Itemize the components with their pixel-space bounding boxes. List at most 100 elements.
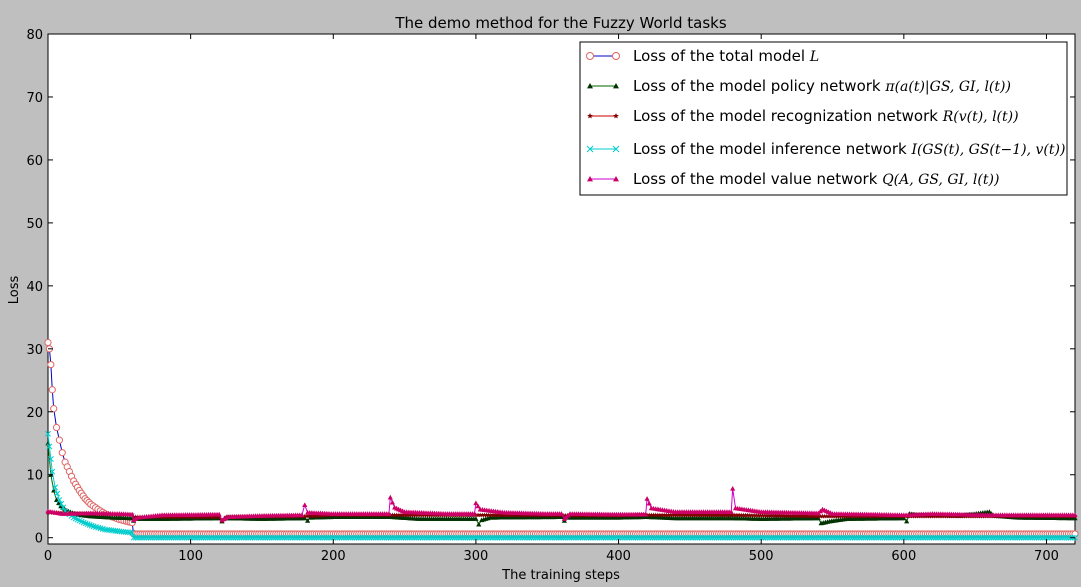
data-point (586, 145, 594, 153)
data-point (268, 534, 275, 541)
data-point (662, 534, 669, 541)
data-point (249, 534, 256, 541)
data-point (494, 534, 501, 541)
data-point (362, 534, 369, 541)
data-point (871, 534, 877, 541)
data-point (143, 534, 150, 541)
data-point (685, 534, 692, 541)
data-point (950, 534, 956, 541)
data-point (1016, 534, 1023, 541)
data-point (839, 534, 846, 541)
data-point (551, 534, 558, 541)
data-point (170, 534, 177, 541)
data-point (630, 534, 637, 541)
data-point (208, 534, 215, 541)
data-point (386, 511, 392, 516)
data-point (134, 534, 141, 541)
data-point (768, 534, 775, 541)
data-point (238, 534, 245, 541)
data-point (673, 534, 679, 541)
data-point (800, 534, 807, 541)
data-point (317, 534, 324, 541)
legend-label-math: Q(A, GS, GI, l(t)) (882, 172, 999, 188)
data-point (986, 534, 993, 541)
data-point (294, 534, 301, 541)
data-point (687, 534, 694, 541)
legend-box (579, 41, 1068, 196)
data-point (592, 534, 599, 541)
data-point (381, 534, 388, 541)
data-point (47, 456, 54, 462)
data-point (722, 534, 728, 541)
data-point (302, 534, 309, 541)
data-point (1001, 534, 1008, 541)
data-point (917, 534, 924, 541)
data-point (611, 534, 618, 541)
data-point (370, 534, 377, 541)
data-point (202, 534, 209, 541)
data-point (473, 500, 479, 506)
data-point (389, 499, 396, 505)
y-axis-label: Loss (7, 276, 22, 305)
data-point (952, 534, 959, 541)
data-point (864, 534, 871, 541)
legend-label-math: L (809, 49, 819, 65)
data-point (602, 534, 609, 541)
data-point (1048, 534, 1055, 541)
y-axis: 0 10 20 30 40 50 60 70 80 (26, 28, 1075, 547)
data-point (717, 534, 724, 541)
data-point (366, 534, 373, 541)
data-point (792, 534, 799, 541)
legend-label-text: Loss of the model recognization network (633, 107, 943, 125)
data-point (409, 534, 416, 541)
data-point (915, 534, 922, 541)
data-point (713, 534, 720, 541)
x-tick-label: 400 (606, 549, 631, 564)
data-point (487, 534, 494, 541)
data-point (404, 534, 411, 541)
data-point (677, 534, 684, 541)
data-point (613, 113, 619, 119)
data-point (1009, 534, 1016, 541)
x-tick-label: 500 (749, 549, 774, 564)
legend-entry-3: Loss of the model recognization network … (587, 107, 1019, 125)
data-point (473, 516, 479, 521)
data-point (1054, 534, 1061, 541)
data-point (340, 534, 347, 541)
data-point (920, 534, 927, 541)
data-point (1063, 534, 1070, 541)
data-point (213, 534, 220, 541)
data-point (805, 534, 811, 541)
x-tick-label: 300 (464, 549, 489, 564)
data-point (260, 534, 266, 541)
data-point (975, 534, 982, 541)
data-point (226, 534, 232, 541)
data-point (355, 534, 362, 541)
legend-entry-1: Loss of the total model L (586, 47, 819, 65)
data-point (941, 534, 948, 541)
data-point (854, 534, 860, 541)
data-point (88, 522, 95, 529)
data-point (423, 534, 430, 541)
data-point (49, 468, 56, 475)
data-point (502, 534, 509, 541)
data-point (221, 534, 228, 541)
data-point (965, 534, 971, 541)
data-point (645, 534, 652, 541)
data-point (485, 534, 492, 541)
data-point (954, 534, 961, 541)
data-point (338, 534, 345, 541)
data-point (958, 534, 965, 541)
data-point (773, 534, 780, 541)
data-point (164, 534, 171, 541)
data-point (54, 490, 61, 497)
data-point (187, 534, 194, 541)
data-point (613, 83, 619, 89)
data-point (44, 338, 52, 347)
data-point (240, 534, 247, 541)
data-point (130, 517, 137, 523)
data-point (477, 534, 484, 541)
data-point (432, 534, 439, 541)
data-point (545, 534, 552, 541)
data-point (272, 534, 279, 541)
